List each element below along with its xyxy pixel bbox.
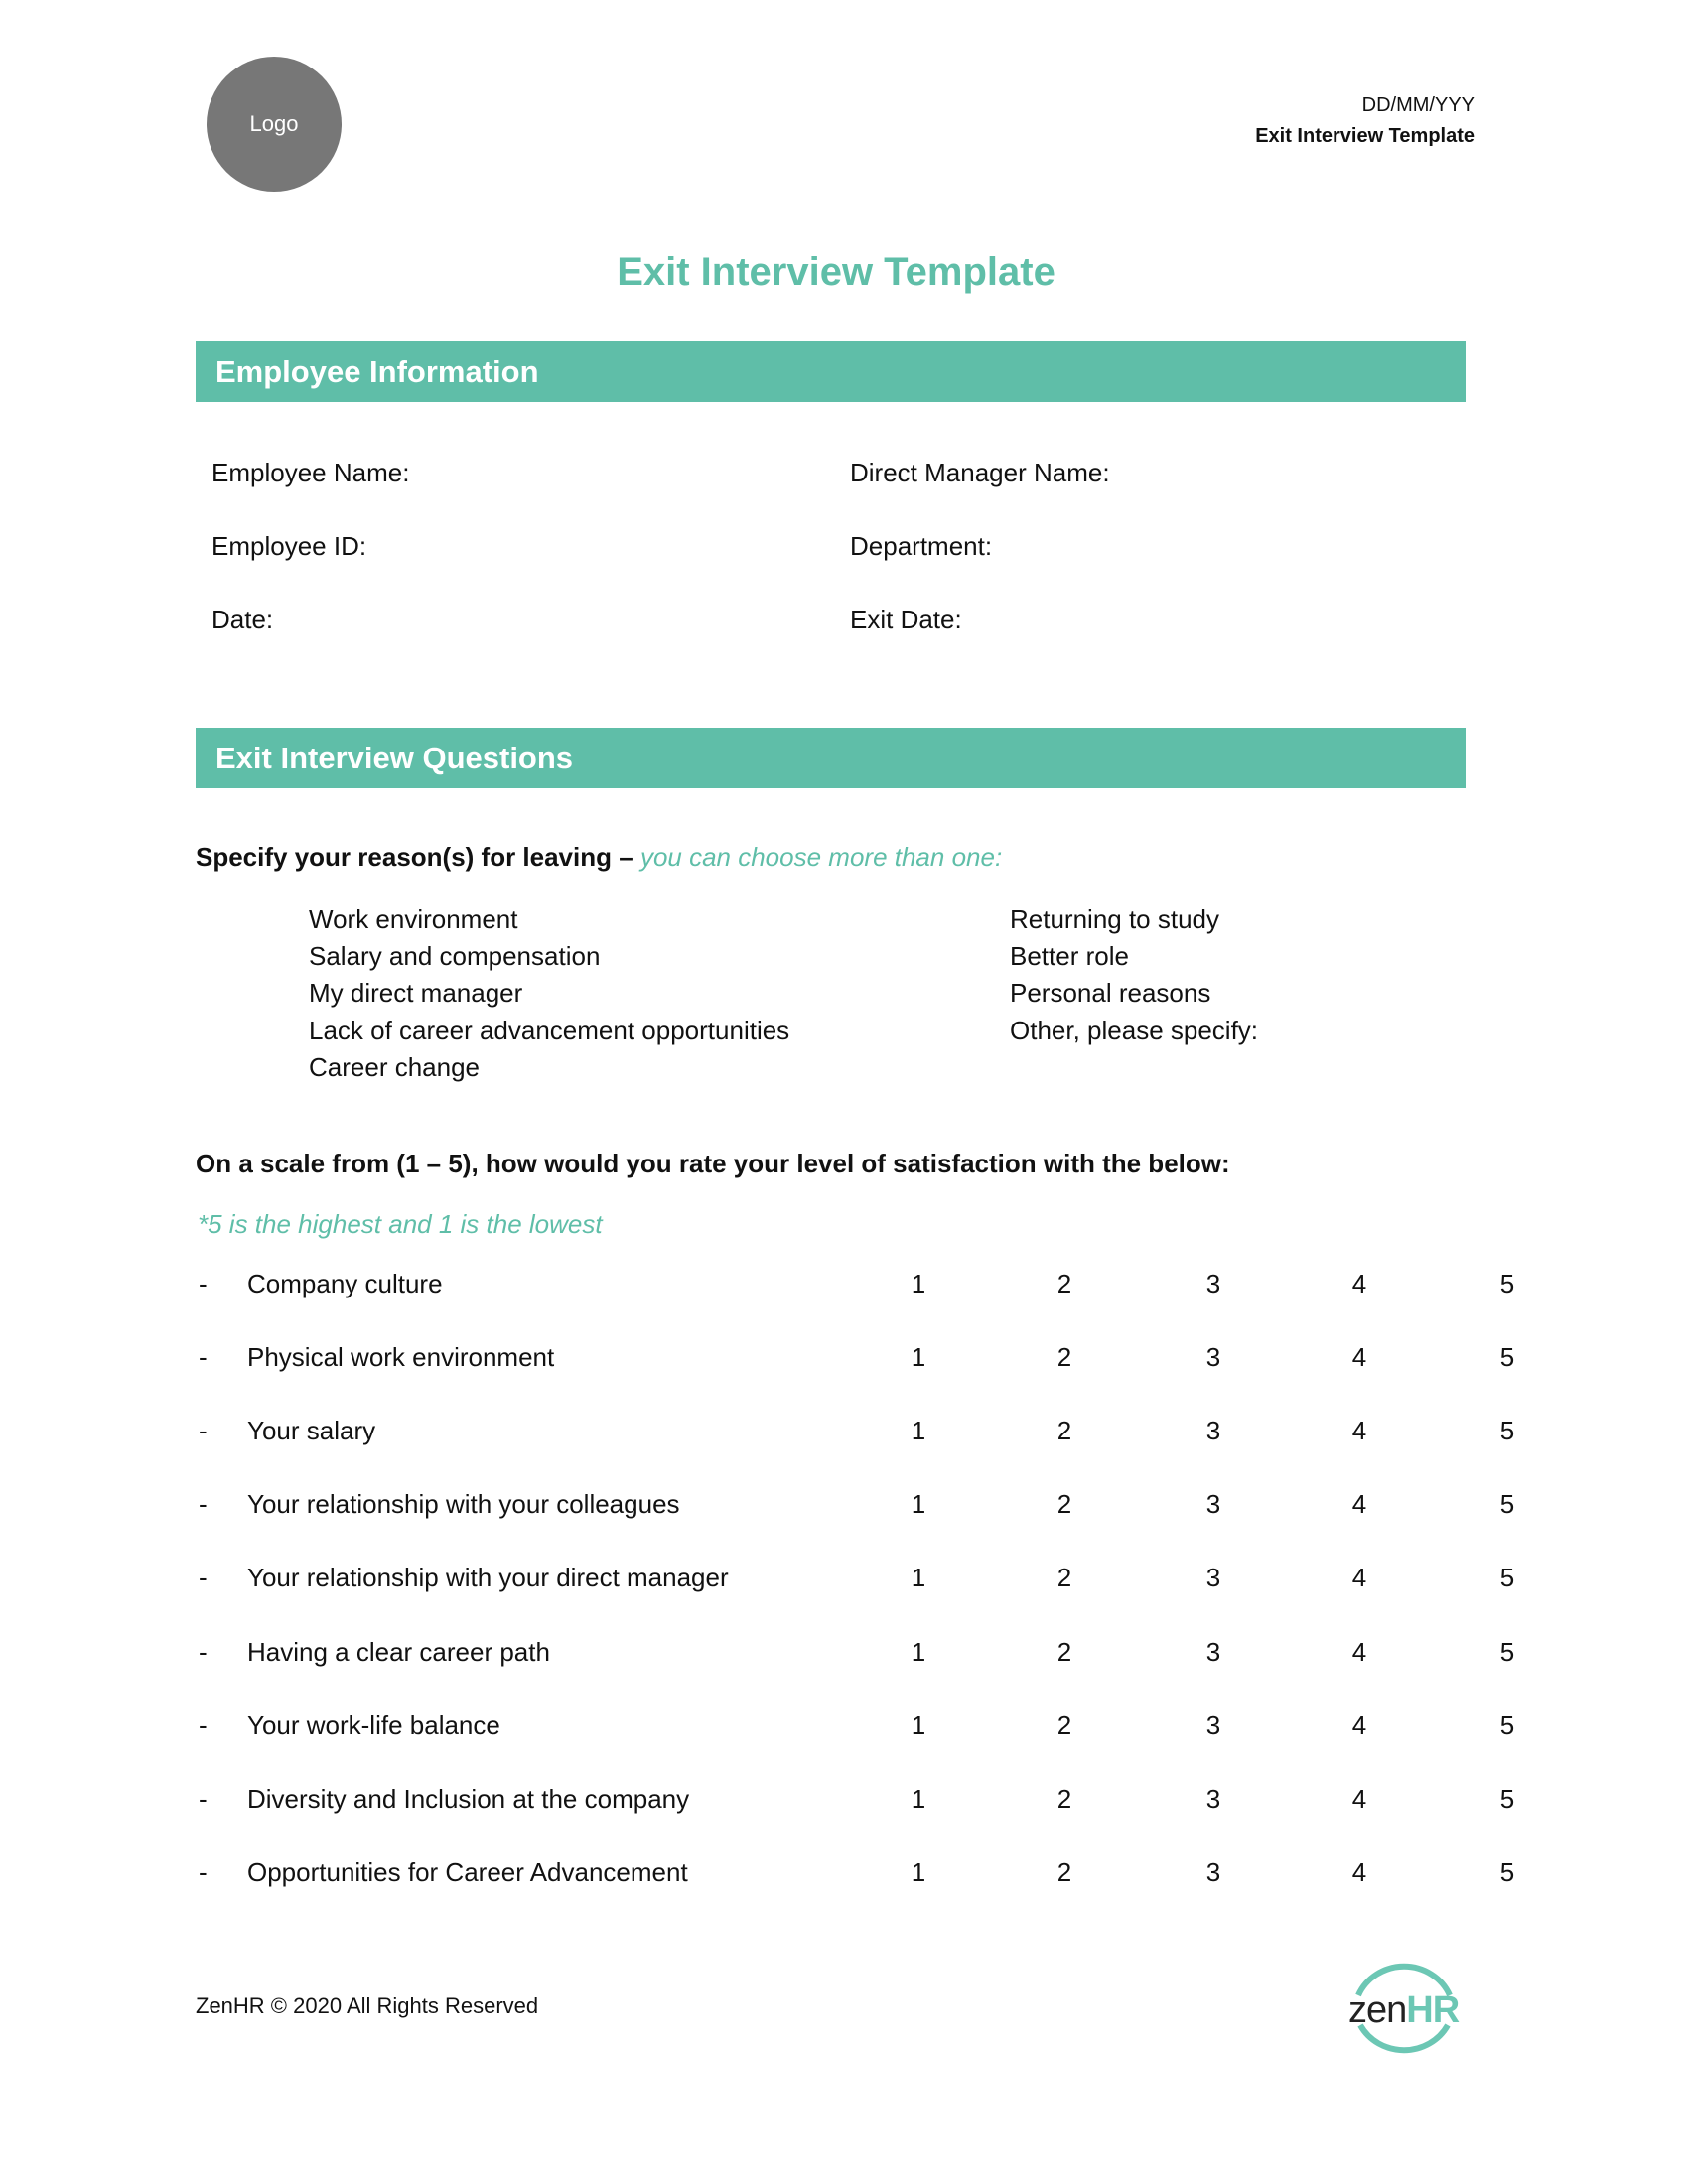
reasons-hint: you can choose more than one: [639,842,1003,872]
bullet-dash: - [199,1489,208,1520]
rating-option-3: 3 [1205,1269,1221,1298]
rating-option-1: 1 [911,1269,926,1298]
reason-option: Lack of career advancement opportunities [309,1015,790,1045]
rating-option-3: 3 [1205,1563,1221,1593]
reasons-prompt: Specify your reason(s) for leaving – you… [196,842,1002,873]
field-label: Department: [850,531,993,561]
rating-option-3: 3 [1205,1342,1221,1373]
rating-option-5: 5 [1499,1416,1515,1446]
bullet-dash: - [199,1342,208,1373]
rating-item-label: Your salary [247,1416,376,1446]
rating-option-4: 4 [1351,1489,1367,1520]
footer-copyright: ZenHR © 2020 All Rights Reserved [196,1993,539,2018]
rating-option-5: 5 [1499,1783,1515,1814]
rating-option-5: 5 [1499,1342,1515,1373]
reason-option: Better role [1010,941,1129,972]
rating-option-2: 2 [1056,1342,1072,1373]
rating-option-2: 2 [1056,1856,1072,1887]
rating-option-3: 3 [1205,1856,1221,1887]
rating-item-label: Company culture [247,1269,443,1298]
rating-option-2: 2 [1056,1416,1072,1446]
rating-option-4: 4 [1351,1783,1367,1814]
rating-option-1: 1 [911,1416,926,1446]
header-doc-name: Exit Interview Template [1255,125,1475,147]
rating-option-2: 2 [1056,1783,1072,1814]
rating-option-5: 5 [1499,1709,1515,1740]
bullet-dash: - [199,1783,208,1814]
rating-option-5: 5 [1499,1563,1515,1593]
bullet-dash: - [199,1709,208,1740]
rating-option-4: 4 [1351,1709,1367,1740]
logo-text: Logo [249,111,299,136]
rating-option-5: 5 [1499,1269,1515,1298]
rating-option-4: 4 [1351,1636,1367,1667]
rating-option-2: 2 [1056,1709,1072,1740]
rating-item-label: Diversity and Inclusion at the company [247,1783,690,1814]
reason-option: My direct manager [309,978,523,1009]
rating-option-5: 5 [1499,1636,1515,1667]
reason-option: Other, please specify: [1010,1015,1259,1045]
rating-option-3: 3 [1205,1709,1221,1740]
logo-zen: zen [1348,1989,1407,2031]
rating-option-4: 4 [1351,1416,1367,1446]
rating-option-3: 3 [1205,1489,1221,1520]
header-date: DD/MM/YYY [1361,94,1475,116]
scale-prompt: On a scale from (1 – 5), how would you r… [196,1149,1230,1178]
company-logo-placeholder: Logo [207,57,342,192]
page-title: Exit Interview Template [617,250,1055,294]
rating-option-1: 1 [911,1489,926,1520]
rating-option-4: 4 [1351,1342,1367,1373]
rating-option-1: 1 [911,1342,926,1373]
field-label: Date: [211,605,274,634]
field-label: Employee ID: [211,531,367,561]
rating-option-4: 4 [1351,1269,1367,1298]
reason-option: Personal reasons [1010,978,1211,1009]
scale-note: *5 is the highest and 1 is the lowest [198,1209,603,1239]
bullet-dash: - [199,1416,208,1446]
rating-option-5: 5 [1499,1489,1515,1520]
bullet-dash: - [199,1856,208,1887]
rating-item-label: Your relationship with your colleagues [247,1489,680,1520]
rating-option-2: 2 [1056,1269,1072,1298]
rating-option-4: 4 [1351,1563,1367,1593]
rating-item-label: Your relationship with your direct manag… [247,1563,729,1593]
bullet-dash: - [199,1269,208,1298]
reason-option: Returning to study [1010,904,1220,934]
section-header-employee-info: Employee Information [196,341,1466,402]
zenhr-logo-ring-icon [1355,1963,1453,2054]
rating-option-2: 2 [1056,1563,1072,1593]
bullet-dash: - [199,1636,208,1667]
rating-option-1: 1 [911,1636,926,1667]
bullet-dash: - [199,1563,208,1593]
reason-option: Salary and compensation [309,941,601,972]
reason-option: Career change [309,1051,480,1082]
section-header-questions: Exit Interview Questions [196,728,1466,788]
rating-option-1: 1 [911,1856,926,1887]
field-label: Employee Name: [211,458,410,487]
rating-option-4: 4 [1351,1856,1367,1887]
rating-option-3: 3 [1205,1636,1221,1667]
zenhr-logo: zenHR [1344,1956,1464,2065]
rating-item-label: Opportunities for Career Advancement [247,1856,688,1887]
rating-option-2: 2 [1056,1489,1072,1520]
rating-option-5: 5 [1499,1856,1515,1887]
reason-option: Work environment [309,904,518,934]
rating-option-3: 3 [1205,1416,1221,1446]
section-title: Employee Information [215,353,539,389]
field-label: Direct Manager Name: [850,458,1110,487]
logo-hr: HR [1406,1989,1460,2031]
rating-item-label: Your work-life balance [247,1709,500,1740]
rating-option-3: 3 [1205,1783,1221,1814]
rating-option-1: 1 [911,1563,926,1593]
reasons-prompt-text: Specify your reason(s) for leaving – [196,842,633,872]
rating-option-2: 2 [1056,1636,1072,1667]
section-title: Exit Interview Questions [215,740,574,775]
rating-item-label: Physical work environment [247,1342,555,1373]
rating-option-1: 1 [911,1783,926,1814]
rating-option-1: 1 [911,1709,926,1740]
rating-item-label: Having a clear career path [247,1636,550,1667]
field-label: Exit Date: [850,605,962,634]
